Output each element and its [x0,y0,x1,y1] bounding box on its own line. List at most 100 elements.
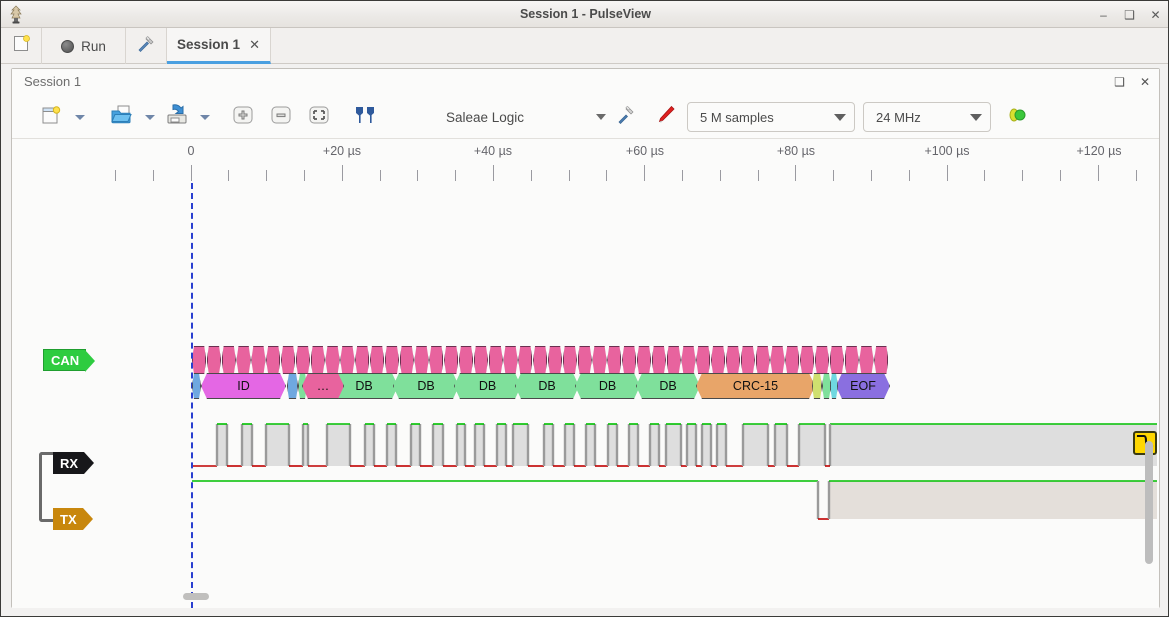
waveform-canvas[interactable]: ID … DB DB DB DB DB DB CRC-15 EOF [96,183,1159,608]
ruler-tick [115,170,116,181]
ruler-tick [1136,170,1137,181]
can-field-eof[interactable]: EOF [836,373,890,399]
maximize-button[interactable]: ❑ [1124,7,1135,22]
zoom-fit-button[interactable] [307,95,331,139]
tools-icon [136,34,156,59]
can-field-crc-15[interactable]: CRC-15 [696,373,815,399]
digital-waveforms [192,423,1157,520]
can-field-db[interactable]: DB [454,373,521,399]
new-file-button[interactable] [40,95,62,139]
sample-rate-value: 24 MHz [876,109,921,125]
can-bit-annotation[interactable] [830,346,844,374]
sample-count-value: 5 M samples [700,109,774,125]
chevron-down-icon [834,113,846,121]
can-field-segment[interactable] [287,373,298,399]
tools-button[interactable] [126,28,167,64]
capture-status-button[interactable] [1005,95,1029,139]
vertical-scrollbar-thumb[interactable] [1145,441,1153,564]
probe-icon [655,104,677,131]
channel-badge-label-tx: TX [60,511,77,527]
ruler-tick [871,170,872,181]
can-field-label: … [316,379,330,393]
ruler-tick [153,170,154,181]
channel-badge-tx[interactable]: TX [53,508,93,530]
ruler-label-5: +100 µs [924,144,970,158]
decoder-badge-can[interactable]: CAN [43,349,96,372]
capture-status-icon [1005,105,1029,130]
can-bit-annotation[interactable] [281,346,295,374]
new-session-button[interactable] [1,28,42,64]
subwindow-close-button[interactable]: ✕ [1139,75,1150,89]
open-folder-icon [110,104,133,131]
can-field-label: DB [417,379,435,393]
can-field-label: DB [355,379,373,393]
chevron-down-icon [145,114,155,120]
can-field-segment[interactable] [192,373,201,399]
vertical-scrollbar-track[interactable] [1144,143,1157,605]
session-tab-close-icon[interactable]: ✕ [249,37,260,52]
can-field-segment[interactable] [812,373,822,399]
decoder-badge-label: CAN [51,352,80,368]
open-file-dropdown[interactable] [145,95,155,139]
time-ruler[interactable]: 0 +20 µs +40 µs +60 µs +80 µs +100 µs +120 µs [12,139,1159,183]
ruler-tick [682,170,683,181]
new-file-icon [40,104,62,131]
chevron-down-icon [970,113,982,121]
horizontal-scrollbar-track[interactable] [97,593,1152,604]
subwindow-restore-button[interactable]: ❑ [1114,75,1125,89]
configure-device-button[interactable] [616,95,638,139]
ruler-tick [380,170,381,181]
session-toolbar: Saleae Logic [12,95,1159,139]
trigger-cursor-line[interactable] [191,183,193,608]
show-cursors-button[interactable] [351,95,379,139]
can-field--[interactable]: … [302,373,344,399]
ruler-label-4: +80 µs [776,144,816,158]
device-selector[interactable]: Saleae Logic [446,95,606,139]
channel-badge-rx[interactable]: RX [53,452,95,474]
can-field-db[interactable]: DB [575,373,640,399]
can-field-label: DB [478,379,497,393]
can-bit-annotation[interactable] [815,346,829,374]
subwindow-titlebar: Session 1 ❑ ✕ [12,69,1159,95]
sample-count-selector[interactable]: 5 M samples [687,95,855,139]
ruler-tick [493,165,494,181]
window-controls: – ❑ ✕ [1097,1,1162,28]
probe-button[interactable] [655,95,677,139]
ruler-tick [417,170,418,181]
can-field-id[interactable]: ID [201,373,286,399]
window-titlebar: Session 1 - PulseView – ❑ ✕ [1,1,1168,28]
tab-session-1[interactable]: Session 1 ✕ [167,28,271,64]
horizontal-scrollbar-thumb[interactable] [183,593,209,600]
zoom-in-icon [231,103,255,132]
can-field-label: EOF [850,379,876,393]
can-field-segment[interactable] [830,373,838,399]
subwindow-controls: ❑ ✕ [1114,69,1150,95]
run-button[interactable]: Run [42,28,126,64]
session-subwindow: Session 1 ❑ ✕ [11,68,1160,608]
pulseview-logo-icon [6,4,26,24]
subwindow-title: Session 1 [24,74,82,89]
can-field-label: ID [237,379,250,393]
save-file-button[interactable] [165,95,189,139]
can-field-db[interactable]: DB [636,373,700,399]
main-tab-bar: Run Session 1 ✕ [1,28,1168,64]
can-field-label: CRC-15 [732,379,779,393]
ruler-tick [758,170,759,181]
ruler-label-2: +40 µs [473,144,513,158]
ruler-tick [266,170,267,181]
sample-rate-selector[interactable]: 24 MHz [863,95,991,139]
ruler-tick [644,165,645,181]
save-file-dropdown[interactable] [200,95,210,139]
open-file-button[interactable] [110,95,133,139]
session-tab-label: Session 1 [177,37,241,52]
close-button[interactable]: ✕ [1150,7,1161,22]
zoom-in-button[interactable] [231,95,255,139]
new-file-dropdown[interactable] [75,95,85,139]
zoom-out-button[interactable] [269,95,293,139]
zoom-out-icon [269,103,293,132]
ruler-tick [1022,170,1023,181]
minimize-button[interactable]: – [1100,7,1107,22]
can-field-db[interactable]: DB [393,373,459,399]
can-field-db[interactable]: DB [515,373,579,399]
